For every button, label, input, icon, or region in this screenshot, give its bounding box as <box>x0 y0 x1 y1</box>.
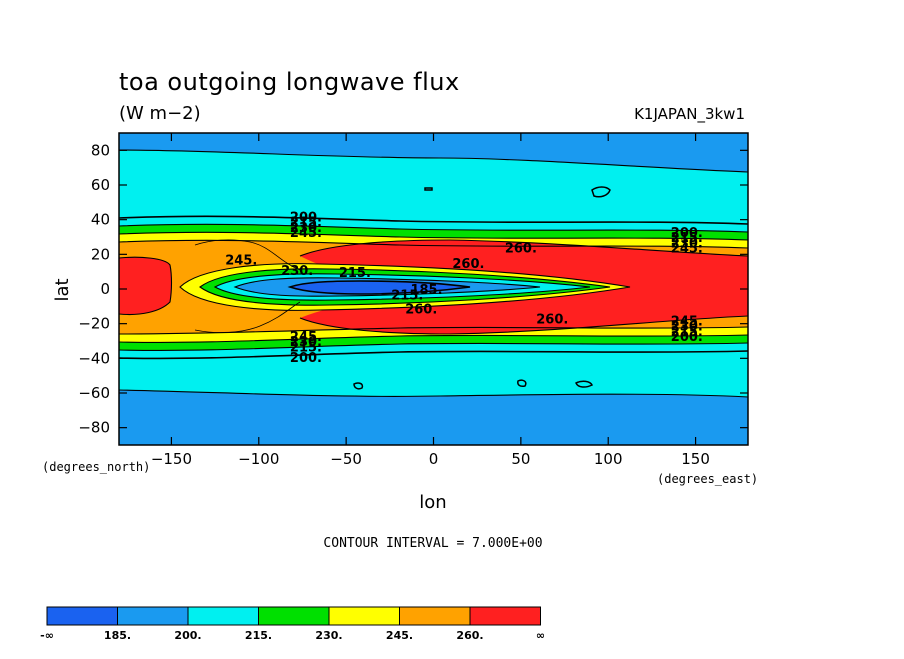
colorbar-swatch <box>258 606 330 626</box>
y-tick-label: −80 <box>78 419 110 437</box>
contour-label: 185. <box>410 283 442 298</box>
colorbar-tick-label: 185. <box>104 629 131 642</box>
y-tick-label: 20 <box>91 245 110 263</box>
contour-label: 245. <box>671 242 703 257</box>
contour-label: 230. <box>671 236 703 251</box>
contour-label: 260. <box>536 313 568 328</box>
x-axis-label: lon <box>419 492 446 513</box>
contour-label: 200. <box>671 226 703 241</box>
contour-label: 230. <box>281 264 313 279</box>
colorbar-tick-label: 260. <box>456 629 483 642</box>
dataset-label: K1JAPAN_3kw1 <box>634 105 745 124</box>
band-185-200-south <box>119 390 748 445</box>
contour-label: 215. <box>391 288 423 303</box>
contour-label: 230. <box>671 320 703 335</box>
y-tick-label: 0 <box>100 280 110 298</box>
band-185-200-north <box>119 133 748 172</box>
colorbar-tick-label: 200. <box>174 629 201 642</box>
y-tick-label: 40 <box>91 211 110 229</box>
contour-label: 215. <box>339 266 371 281</box>
contour-labels: 200.215.230.245.245.230. 215.260.260.185.… <box>225 210 703 365</box>
y-tick-label: −60 <box>78 384 110 402</box>
y-tick-label: 80 <box>91 141 110 159</box>
contour-label: 230. <box>290 335 322 350</box>
x-tick-label: −50 <box>330 450 362 468</box>
x-tick-label: 150 <box>681 450 710 468</box>
contour-label: 215. <box>671 231 703 246</box>
contour-label: 200. <box>671 330 703 345</box>
colorbar-tick-label: -∞ <box>40 629 54 642</box>
colorbar-swatch <box>46 606 118 626</box>
x-tick-label: 50 <box>511 450 530 468</box>
contour-label: 245. <box>671 314 703 329</box>
x-tick-label: −150 <box>151 450 192 468</box>
contour-label: 215. <box>290 340 322 355</box>
y-axis: 80 60 40 20 0 −20 −40 −60 −80 <box>78 141 748 437</box>
contour-label: 260. <box>505 242 537 257</box>
colorbar-swatch <box>117 606 189 626</box>
x-tick-label: 0 <box>429 450 439 468</box>
x-tick-label: 100 <box>594 450 623 468</box>
colorbar-tick-label: 245. <box>386 629 413 642</box>
colorbar-swatch <box>399 606 471 626</box>
colorbar-swatch <box>187 606 259 626</box>
contour-label: 200. <box>290 351 322 366</box>
y-unit-label: (degrees_north) <box>42 460 150 474</box>
contour-label: 260. <box>405 302 437 317</box>
x-tick-label: −100 <box>238 450 279 468</box>
x-unit-label: (degrees_east) <box>657 472 758 486</box>
itcz-below-185 <box>290 281 470 294</box>
contour-label: 200. <box>290 210 322 225</box>
contour-plot-area: 200.215.230.245.245.230. 215.260.260.185.… <box>119 133 748 445</box>
y-tick-label: −20 <box>78 315 110 333</box>
colorbar-tick-label: 230. <box>315 629 342 642</box>
y-axis-label: lat <box>52 278 73 301</box>
chart-units: (W m−2) <box>119 103 201 124</box>
contour-label: 215. <box>671 325 703 340</box>
colorbar-swatch <box>469 606 541 626</box>
contour-label: 245. <box>290 226 322 241</box>
contour-label: 245. <box>225 254 257 269</box>
y-tick-label: 60 <box>91 176 110 194</box>
contour-interval: CONTOUR INTERVAL = 7.000E+00 <box>323 536 542 551</box>
chart-title: toa outgoing longwave flux <box>119 68 460 96</box>
x-axis: −150 −100 −50 0 50 100 150 <box>151 133 710 468</box>
band-260-red-west <box>119 257 172 315</box>
contour-label: 245. <box>290 330 322 345</box>
colorbar-swatch <box>328 606 400 626</box>
y-tick-label: −40 <box>78 349 110 367</box>
contour-label: 215. <box>290 216 322 231</box>
contour-label: 230. <box>290 221 322 236</box>
contour-lines <box>119 149 748 398</box>
colorbar-tick-label: 215. <box>245 629 272 642</box>
colorbar-tick-label: ∞ <box>536 629 545 642</box>
colorbar-legend: -∞ 185. 200. 215. 230. 245. 260. ∞ <box>40 606 545 642</box>
contour-label: 260. <box>452 257 484 272</box>
